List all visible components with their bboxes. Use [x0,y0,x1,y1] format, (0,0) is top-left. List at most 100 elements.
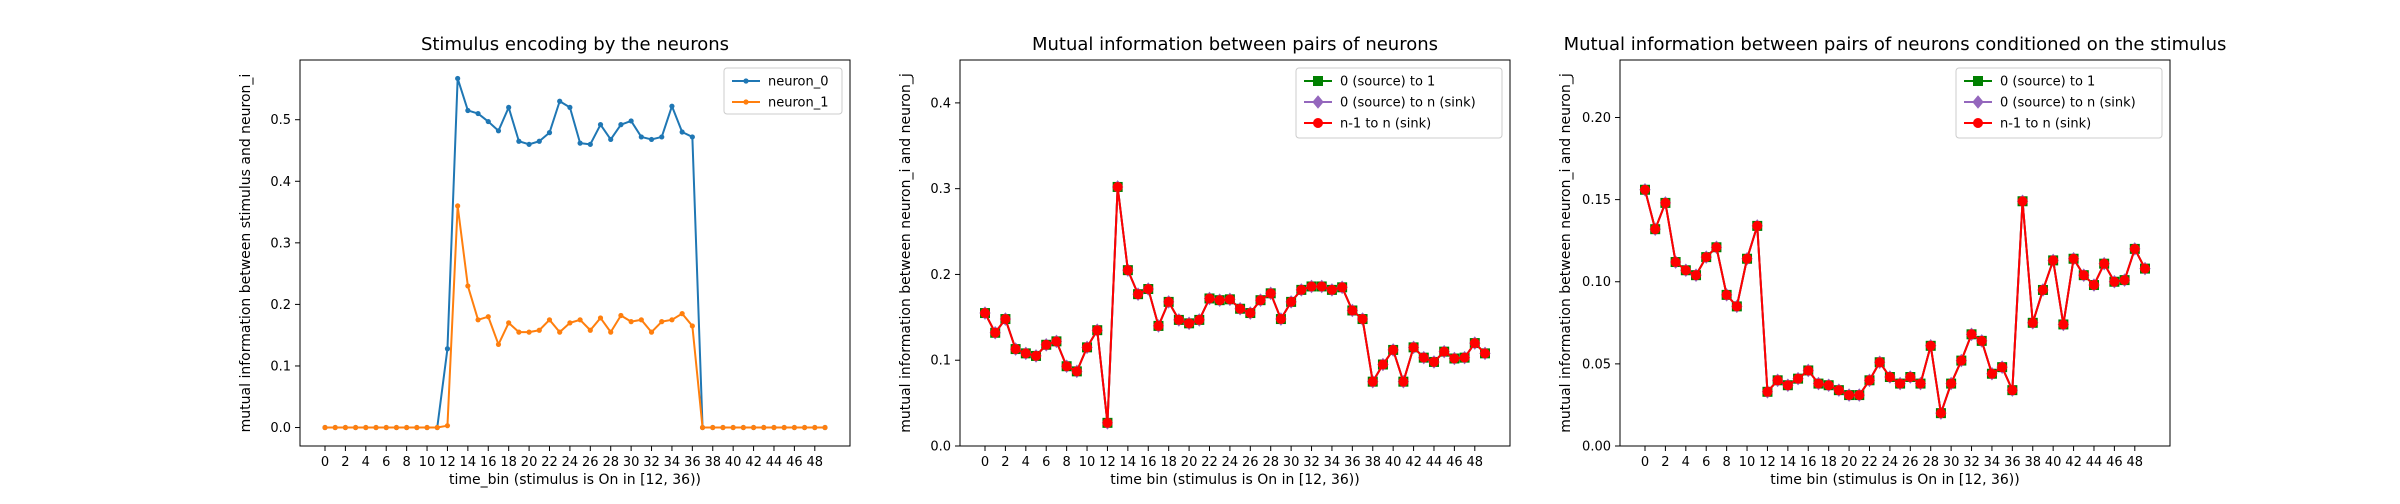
data-point [1326,284,1337,295]
data-point [2048,255,2059,266]
data-point [1997,362,2008,373]
data-point [1721,289,1732,300]
data-point [1966,329,1977,340]
x-tick-label: 30 [1283,455,1300,470]
data-point [638,134,644,140]
data-point [1082,342,1093,353]
x-tick-label: 30 [1943,455,1960,470]
data-point [373,424,379,431]
data-point [1691,270,1702,281]
x-tick-label: 8 [1062,455,1070,470]
x-tick-label: 40 [725,455,742,470]
data-point [526,329,532,335]
y-tick-label: 0.10 [1582,275,1611,290]
y-axis-label: mutual information between neuron_i and … [1558,73,1574,433]
data-point [1388,344,1399,355]
data-point [1660,197,1671,208]
legend-marker [1313,118,1323,128]
data-point [587,327,593,333]
data-point [465,283,471,289]
data-point [455,75,461,82]
data-point [618,122,624,128]
data-point [1762,386,1773,397]
data-point [2058,319,2069,330]
data-point [669,317,675,323]
x-tick-label: 46 [2106,455,2123,470]
data-point [781,424,787,431]
data-point [1946,378,1957,389]
data-point [444,423,451,429]
data-point [1459,352,1470,363]
data-point [1650,224,1661,235]
y-tick-label: 0.20 [1582,111,1611,126]
x-tick-label: 34 [1324,455,1341,470]
data-point [1469,338,1480,349]
x-tick-label: 42 [745,455,762,470]
x-tick-label: 44 [2086,455,2103,470]
data-point [638,317,644,323]
x-tick-label: 40 [1385,455,1402,470]
data-point [1905,372,1916,383]
data-point [1367,376,1378,387]
data-point [1935,408,1946,419]
data-point [669,103,675,109]
x-tick-label: 42 [1405,455,1422,470]
data-point [1275,314,1286,325]
data-point [455,203,461,209]
data-point [597,122,604,128]
data-point [363,424,369,431]
x-tick-label: 38 [704,455,721,470]
axes-frame [959,59,1511,447]
data-point [1051,336,1062,347]
x-tick-label: 12 [1759,455,1776,470]
data-point [353,424,359,431]
x-tick-label: 40 [2045,455,2062,470]
data-point [2088,280,2099,291]
plot-area [1639,182,2151,420]
x-tick-label: 42 [2065,455,2082,470]
data-point [659,319,665,325]
data-point [342,424,349,431]
x-tick-label: 4 [1022,455,1030,470]
data-point [730,424,736,431]
x-tick-label: 26 [1242,455,1259,470]
legend-label: 0 (source) to n (sink) [1340,96,1476,111]
x-tick-label: 16 [480,455,497,470]
data-point [1670,257,1681,268]
data-point [1449,353,1460,364]
plot-area [322,75,828,431]
data-point [2119,275,2130,286]
y-tick-label: 0.15 [1582,193,1611,208]
data-point [1214,295,1225,306]
data-point [761,424,767,431]
data-point [710,424,716,431]
x-tick-label: 14 [1120,455,1137,470]
x-tick-label: 2 [341,455,349,470]
x-tick-label: 22 [541,455,558,470]
x-axis-label: time bin (stimulus is On in [12, 36)) [1770,472,2019,488]
data-point [1803,365,1814,376]
data-point [1833,385,1844,396]
data-point [648,136,655,143]
data-point [648,329,655,335]
data-point [1071,366,1082,377]
data-point [689,134,695,140]
data-point [1347,305,1358,316]
data-point [1296,284,1307,295]
x-tick-label: 44 [1426,455,1443,470]
data-point [2037,284,2048,295]
y-tick-label: 0.2 [270,298,291,313]
data-point [1112,181,1123,192]
x-tick-label: 0 [1641,455,1649,470]
x-tick-label: 20 [1841,455,1858,470]
data-point [2129,243,2140,254]
y-tick-label: 0.00 [1582,440,1611,455]
legend-marker [743,99,749,105]
data-point [659,134,665,140]
legend-marker [1973,76,1983,86]
data-point [2078,270,2089,281]
data-point [557,98,563,104]
data-point [1286,296,1297,307]
x-tick-label: 16 [1800,455,1817,470]
